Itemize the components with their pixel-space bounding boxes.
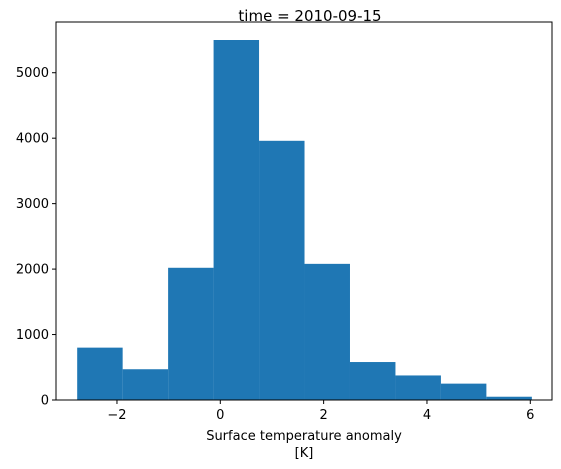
histogram-bar-6 — [349, 362, 396, 400]
chart-title: time = 2010-09-15 — [238, 7, 381, 25]
histogram-bar-7 — [395, 375, 441, 400]
y-tick-label-2: 2000 — [16, 263, 49, 278]
x-tick-label-1: 0 — [216, 408, 224, 423]
histogram-bar-1 — [122, 369, 169, 400]
y-tick-label-3: 3000 — [16, 197, 49, 212]
plot-frame — [55, 21, 553, 401]
histogram-bar-8 — [440, 383, 487, 400]
histogram-bar-4 — [259, 140, 305, 401]
x-axis-label-line-1: Surface temperature anomaly — [206, 429, 402, 444]
y-tick-label-1: 1000 — [16, 328, 49, 343]
y-tick-label-4: 4000 — [16, 132, 49, 147]
y-tick-label-0: 0 — [41, 394, 49, 409]
bars-group — [77, 40, 532, 401]
histogram-bar-0 — [77, 347, 123, 400]
histogram-bar-9 — [486, 396, 532, 400]
x-axis-ticks: −2 0 2 4 6 — [107, 400, 534, 423]
histogram-bar-5 — [304, 263, 350, 400]
x-tick-label-3: 4 — [423, 408, 431, 423]
x-tick-label-0: −2 — [107, 408, 126, 423]
histogram-bar-3 — [213, 40, 260, 400]
x-tick-label-4: 6 — [526, 408, 534, 423]
y-axis-ticks: 0 1000 2000 3000 4000 5000 — [16, 66, 56, 409]
histogram-bar-2 — [168, 267, 214, 400]
x-axis-label-line-2: [K] — [295, 446, 314, 461]
x-tick-label-2: 2 — [319, 408, 327, 423]
y-tick-label-5: 5000 — [16, 66, 49, 81]
